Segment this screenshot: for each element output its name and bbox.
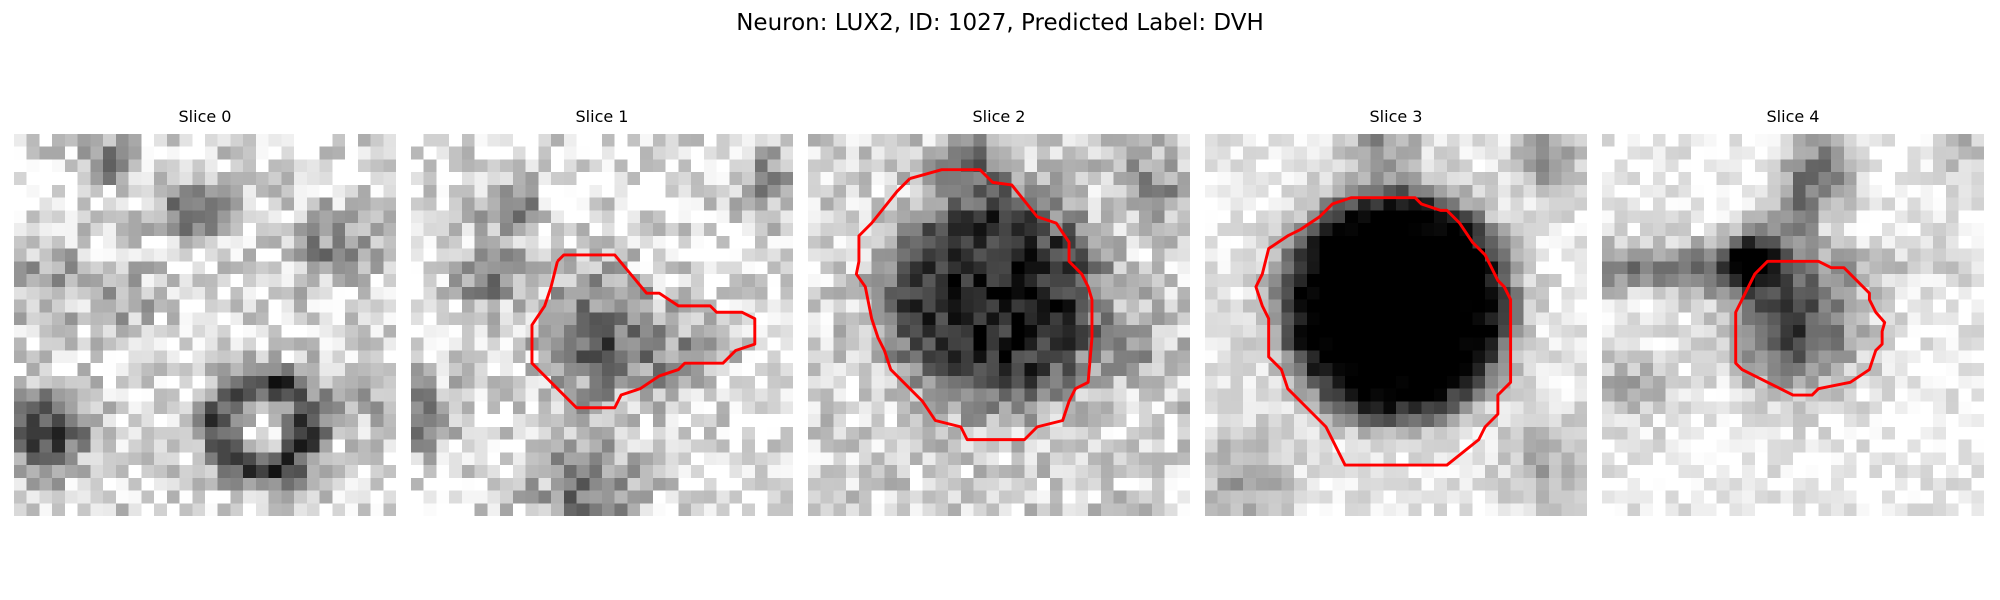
image-pixels <box>808 134 1190 516</box>
slice-panel-4: Slice 4 <box>1602 106 1984 518</box>
slice-title-4: Slice 4 <box>1766 107 1820 126</box>
slice-image-1 <box>411 134 793 516</box>
slice-title-2: Slice 2 <box>972 107 1026 126</box>
slice-title-0: Slice 0 <box>178 107 232 126</box>
segmentation-contour <box>530 253 757 410</box>
image-pixels <box>1205 134 1587 516</box>
slice-image-4 <box>1602 134 1984 516</box>
slice-image-0 <box>14 134 396 516</box>
slice-panel-1: Slice 1 <box>411 106 793 518</box>
image-pixels <box>411 134 793 516</box>
slice-panel-2: Slice 2 <box>808 106 1190 518</box>
image-pixels <box>1602 134 1984 516</box>
slice-panel-3: Slice 3 <box>1205 106 1587 518</box>
segmentation-contour <box>854 168 1094 442</box>
segmentation-contour <box>1254 196 1513 467</box>
segmentation-contour <box>1734 259 1887 397</box>
slice-title-3: Slice 3 <box>1369 107 1423 126</box>
slice-image-2 <box>808 134 1190 516</box>
slice-panel-0: Slice 0 <box>14 106 396 518</box>
slice-image-3 <box>1205 134 1587 516</box>
image-pixels <box>14 134 396 516</box>
figure-title: Neuron: LUX2, ID: 1027, Predicted Label:… <box>736 10 1264 36</box>
slice-title-1: Slice 1 <box>575 107 629 126</box>
